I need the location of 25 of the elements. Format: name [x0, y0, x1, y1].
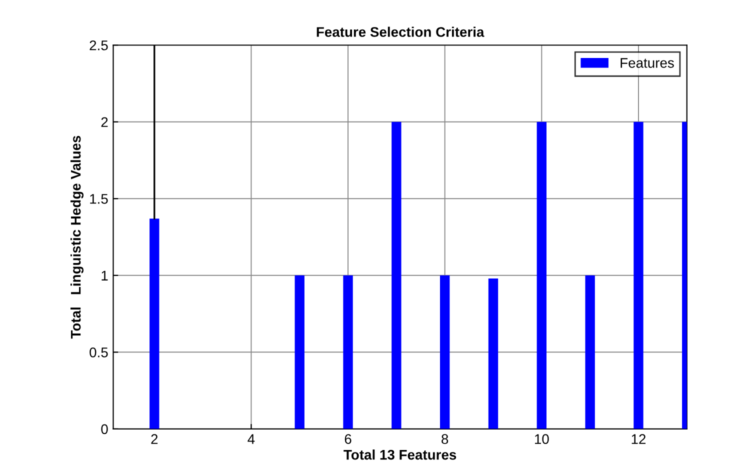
bar	[585, 275, 595, 429]
x-tick-label: 2	[151, 434, 158, 444]
bar	[440, 275, 450, 429]
bar	[536, 122, 547, 429]
bar	[150, 218, 160, 429]
x-tick-label: 4	[248, 434, 255, 444]
x-axis-title: Total 13 Features	[344, 450, 456, 460]
legend-label: Features	[620, 58, 674, 68]
x-tick-label: 6	[344, 434, 352, 444]
y-tick-label: 1.5	[90, 194, 108, 204]
bar	[634, 122, 644, 429]
x-tick-label: 12	[632, 434, 646, 444]
x-tick-label: 10	[535, 434, 549, 444]
y-tick-label: 2	[101, 117, 108, 127]
bar	[343, 275, 353, 429]
bar	[488, 278, 498, 429]
y-tick-label: 0	[101, 424, 108, 434]
bar	[392, 122, 402, 429]
y-axis-title: Total Linguistic Hedge Values	[70, 136, 84, 339]
y-tick-label: 1	[102, 270, 108, 280]
bar	[294, 275, 304, 429]
y-tick-label: 2.5	[90, 40, 108, 50]
chart-title: Feature Selection Criteria	[316, 26, 484, 37]
x-tick-label: 8	[442, 434, 448, 444]
y-tick-label: 0.5	[90, 348, 108, 358]
